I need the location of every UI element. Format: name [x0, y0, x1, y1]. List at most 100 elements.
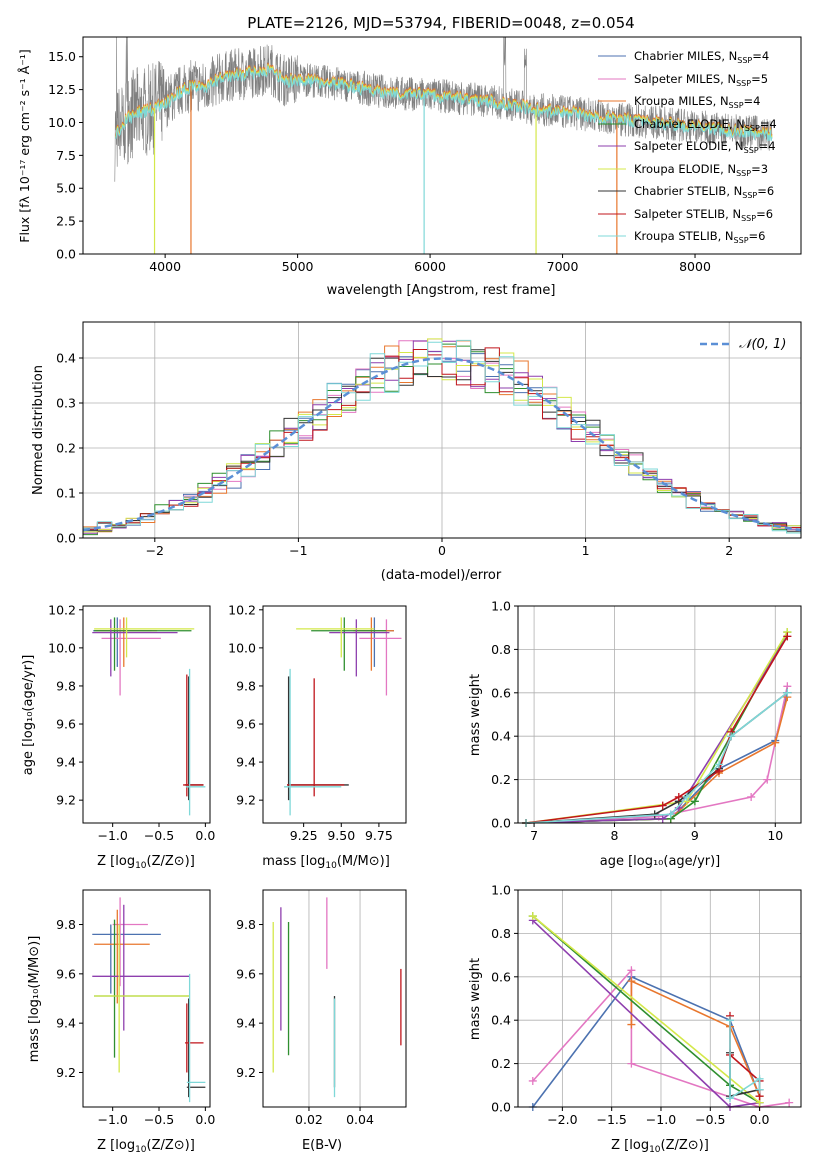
error-cross: [311, 617, 387, 671]
x-tick-label: 8: [611, 828, 619, 843]
gaussian-curve: [82, 357, 802, 532]
spectrum-model-line: [115, 65, 773, 142]
x-tick-label: −1.5: [596, 1112, 626, 1127]
series-point: [528, 1076, 537, 1085]
y-tick-label: 5.0: [56, 181, 76, 196]
x-tick-label: −0.5: [144, 828, 174, 843]
y-tick-label: 9.4: [56, 755, 76, 770]
svg-text:Salpeter ELODIE, NSSP=4: Salpeter ELODIE, NSSP=4: [634, 139, 776, 155]
mass-vs-Z-ylabel: mass [log₁₀(M/M⊙)]: [27, 936, 42, 1063]
series-point: [627, 1059, 636, 1068]
legend-entry: Kroupa MILES, NSSP=4: [598, 94, 760, 110]
error-cross: [287, 678, 345, 797]
y-tick-label: 0.1: [56, 486, 76, 501]
series-line: [525, 692, 788, 824]
plot-frame: [517, 605, 802, 824]
y-tick-label: 1.0: [491, 599, 511, 614]
x-tick-label: 6000: [414, 259, 446, 274]
series-line: [532, 915, 761, 1104]
series-point: [783, 688, 792, 697]
error-cross: [284, 668, 342, 816]
x-tick-label: −1.0: [646, 1112, 676, 1127]
y-tick-label: 0.4: [491, 1013, 511, 1028]
series-point: [726, 1016, 735, 1025]
plot-frame: [517, 889, 802, 1108]
series-point: [690, 797, 699, 806]
x-tick-label: −0.5: [695, 1112, 725, 1127]
y-tick-label: 0.0: [491, 816, 511, 831]
y-tick-label: 9.4: [236, 1016, 256, 1031]
histogram-step-series: [83, 339, 801, 534]
series-point: [755, 1074, 764, 1083]
error-cross: [94, 924, 190, 1073]
svg-text:Kroupa MILES, NSSP=4: Kroupa MILES, NSSP=4: [634, 94, 760, 110]
error-cross: [92, 904, 190, 1031]
error-cross: [94, 617, 195, 658]
y-tick-label: 0.2: [56, 441, 76, 456]
legend-entry: Chabrier STELIB, NSSP=6: [598, 184, 774, 200]
residuals-xlabel: (data-model)/error: [381, 568, 502, 583]
y-tick-label: 0.6: [491, 685, 511, 700]
svg-text:Chabrier ELODIE, NSSP=4: Chabrier ELODIE, NSSP=4: [634, 117, 777, 133]
histogram-step-series: [83, 349, 801, 532]
series-point: [674, 792, 683, 801]
y-tick-label: 0.6: [491, 969, 511, 984]
age-vs-Z-xlabel: Z [log10(Z/Z⊙)]: [97, 854, 195, 871]
y-tick-label: 0.0: [56, 247, 76, 262]
x-tick-label: 0.0: [195, 828, 215, 843]
y-tick-label: 7.5: [56, 148, 76, 163]
series-point: [627, 977, 636, 986]
y-tick-label: 10.0: [48, 115, 76, 130]
y-tick-label: 15.0: [48, 49, 76, 64]
x-tick-label: −1.0: [97, 1112, 127, 1127]
spectrum-legend: Chabrier MILES, NSSP=4 Salpeter MILES, N…: [598, 49, 777, 245]
series-point: [726, 1094, 735, 1103]
y-tick-label: 9.2: [56, 793, 76, 808]
series-point: [747, 792, 756, 801]
error-cross: [186, 973, 206, 1103]
series-point: [658, 814, 667, 823]
error-cross: [185, 668, 206, 816]
y-tick-label: 9.6: [56, 717, 76, 732]
x-tick-label: 0.0: [195, 1112, 215, 1127]
y-tick-label: 0.2: [491, 1056, 511, 1071]
series-point: [627, 1020, 636, 1029]
y-tick-label: 12.5: [48, 82, 76, 97]
spectrum-ylabel: Flux [fλ 10⁻¹⁷ erg cm⁻² s⁻¹ Å⁻¹]: [17, 49, 32, 242]
age-vs-Z-ylabel: age [log₁₀(age/yr)]: [21, 655, 36, 776]
x-tick-label: 7: [530, 828, 538, 843]
y-tick-label: 9.8: [56, 678, 76, 693]
series-point: [763, 775, 772, 784]
x-tick-label: 0.04: [346, 1112, 374, 1127]
legend-entry: Chabrier ELODIE, NSSP=4: [598, 117, 777, 133]
x-tick-label: 0.02: [295, 1112, 323, 1127]
x-tick-label: −1.0: [97, 828, 127, 843]
marks-layer: [82, 37, 802, 1111]
x-tick-label: 10: [767, 828, 783, 843]
spectrum-title: PLATE=2126, MJD=53794, FIBERID=0048, z=0…: [247, 14, 634, 32]
series-point: [682, 792, 691, 801]
svg-text:Kroupa ELODIE, NSSP=3: Kroupa ELODIE, NSSP=3: [634, 162, 768, 178]
massweight-vs-age-xlabel: age [log₁₀(age/yr)]: [600, 854, 721, 869]
y-tick-label: 0.8: [491, 642, 511, 657]
series-point: [783, 632, 792, 641]
series-point: [727, 732, 736, 741]
legend-entry: Chabrier MILES, NSSP=4: [598, 49, 769, 65]
series-line: [630, 979, 761, 1097]
y-tick-label: 10.2: [48, 602, 76, 617]
y-tick-label: 0.2: [491, 772, 511, 787]
y-tick-label: 9.2: [236, 793, 256, 808]
series-point: [627, 966, 636, 975]
y-tick-label: 9.2: [236, 1065, 256, 1080]
massweight-vs-age-ylabel: mass weight: [468, 674, 483, 756]
series-line: [532, 975, 761, 1108]
x-tick-label: 8000: [679, 259, 711, 274]
y-tick-label: 10.0: [228, 640, 256, 655]
age-vs-mass-xlabel: mass [log10(M/M⊙)]: [262, 854, 390, 871]
legend-entry: Salpeter MILES, NSSP=5: [598, 72, 768, 88]
residuals-legend-label: 𝒩(0, 1): [739, 337, 786, 352]
legend-entry: Salpeter ELODIE, NSSP=4: [598, 139, 776, 155]
series-point: [666, 810, 675, 819]
spectrum-data-line: [114, 37, 773, 182]
